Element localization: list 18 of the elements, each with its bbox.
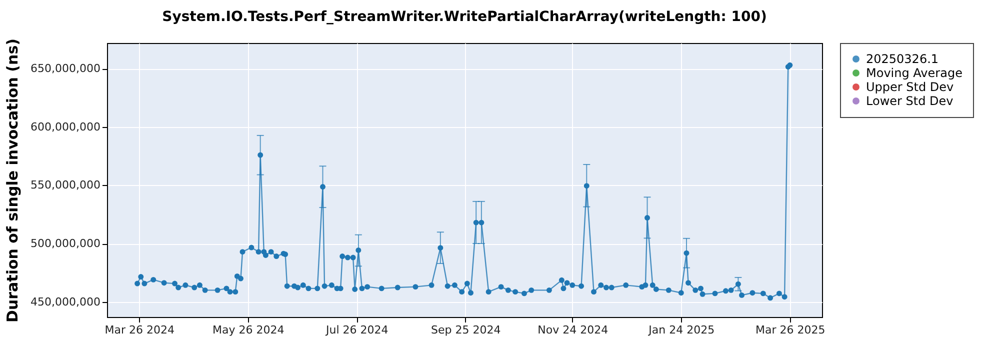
x-tick-label: Mar 26 2025: [756, 324, 826, 336]
y-tick-label: 500,000,000: [30, 237, 100, 250]
x-tick-label: May 26 2024: [212, 324, 284, 336]
legend-label: Lower Std Dev: [866, 94, 954, 108]
x-tick-label: Nov 24 2024: [538, 324, 608, 336]
legend-label: Moving Average: [866, 66, 962, 80]
y-axis-title: Duration of single invocation (ns): [4, 38, 22, 322]
y-tick-label: 550,000,000: [30, 178, 100, 192]
x-tick-label: Sep 25 2024: [431, 324, 501, 336]
x-tick-label: Jul 26 2024: [324, 324, 388, 336]
legend-label: 20250326.1: [866, 52, 939, 66]
legend-label: Upper Std Dev: [866, 80, 954, 94]
y-tick-label: 600,000,000: [30, 120, 100, 134]
chart-title: System.IO.Tests.Perf_StreamWriter.WritePartialCharArray(writeLength: 100): [162, 9, 767, 25]
y-tick-label: 650,000,000: [30, 62, 100, 76]
x-tick-label: Mar 26 2024: [104, 324, 174, 336]
y-tick-label: 450,000,000: [30, 295, 100, 308]
x-tick-label: Jan 24 2025: [648, 324, 715, 336]
